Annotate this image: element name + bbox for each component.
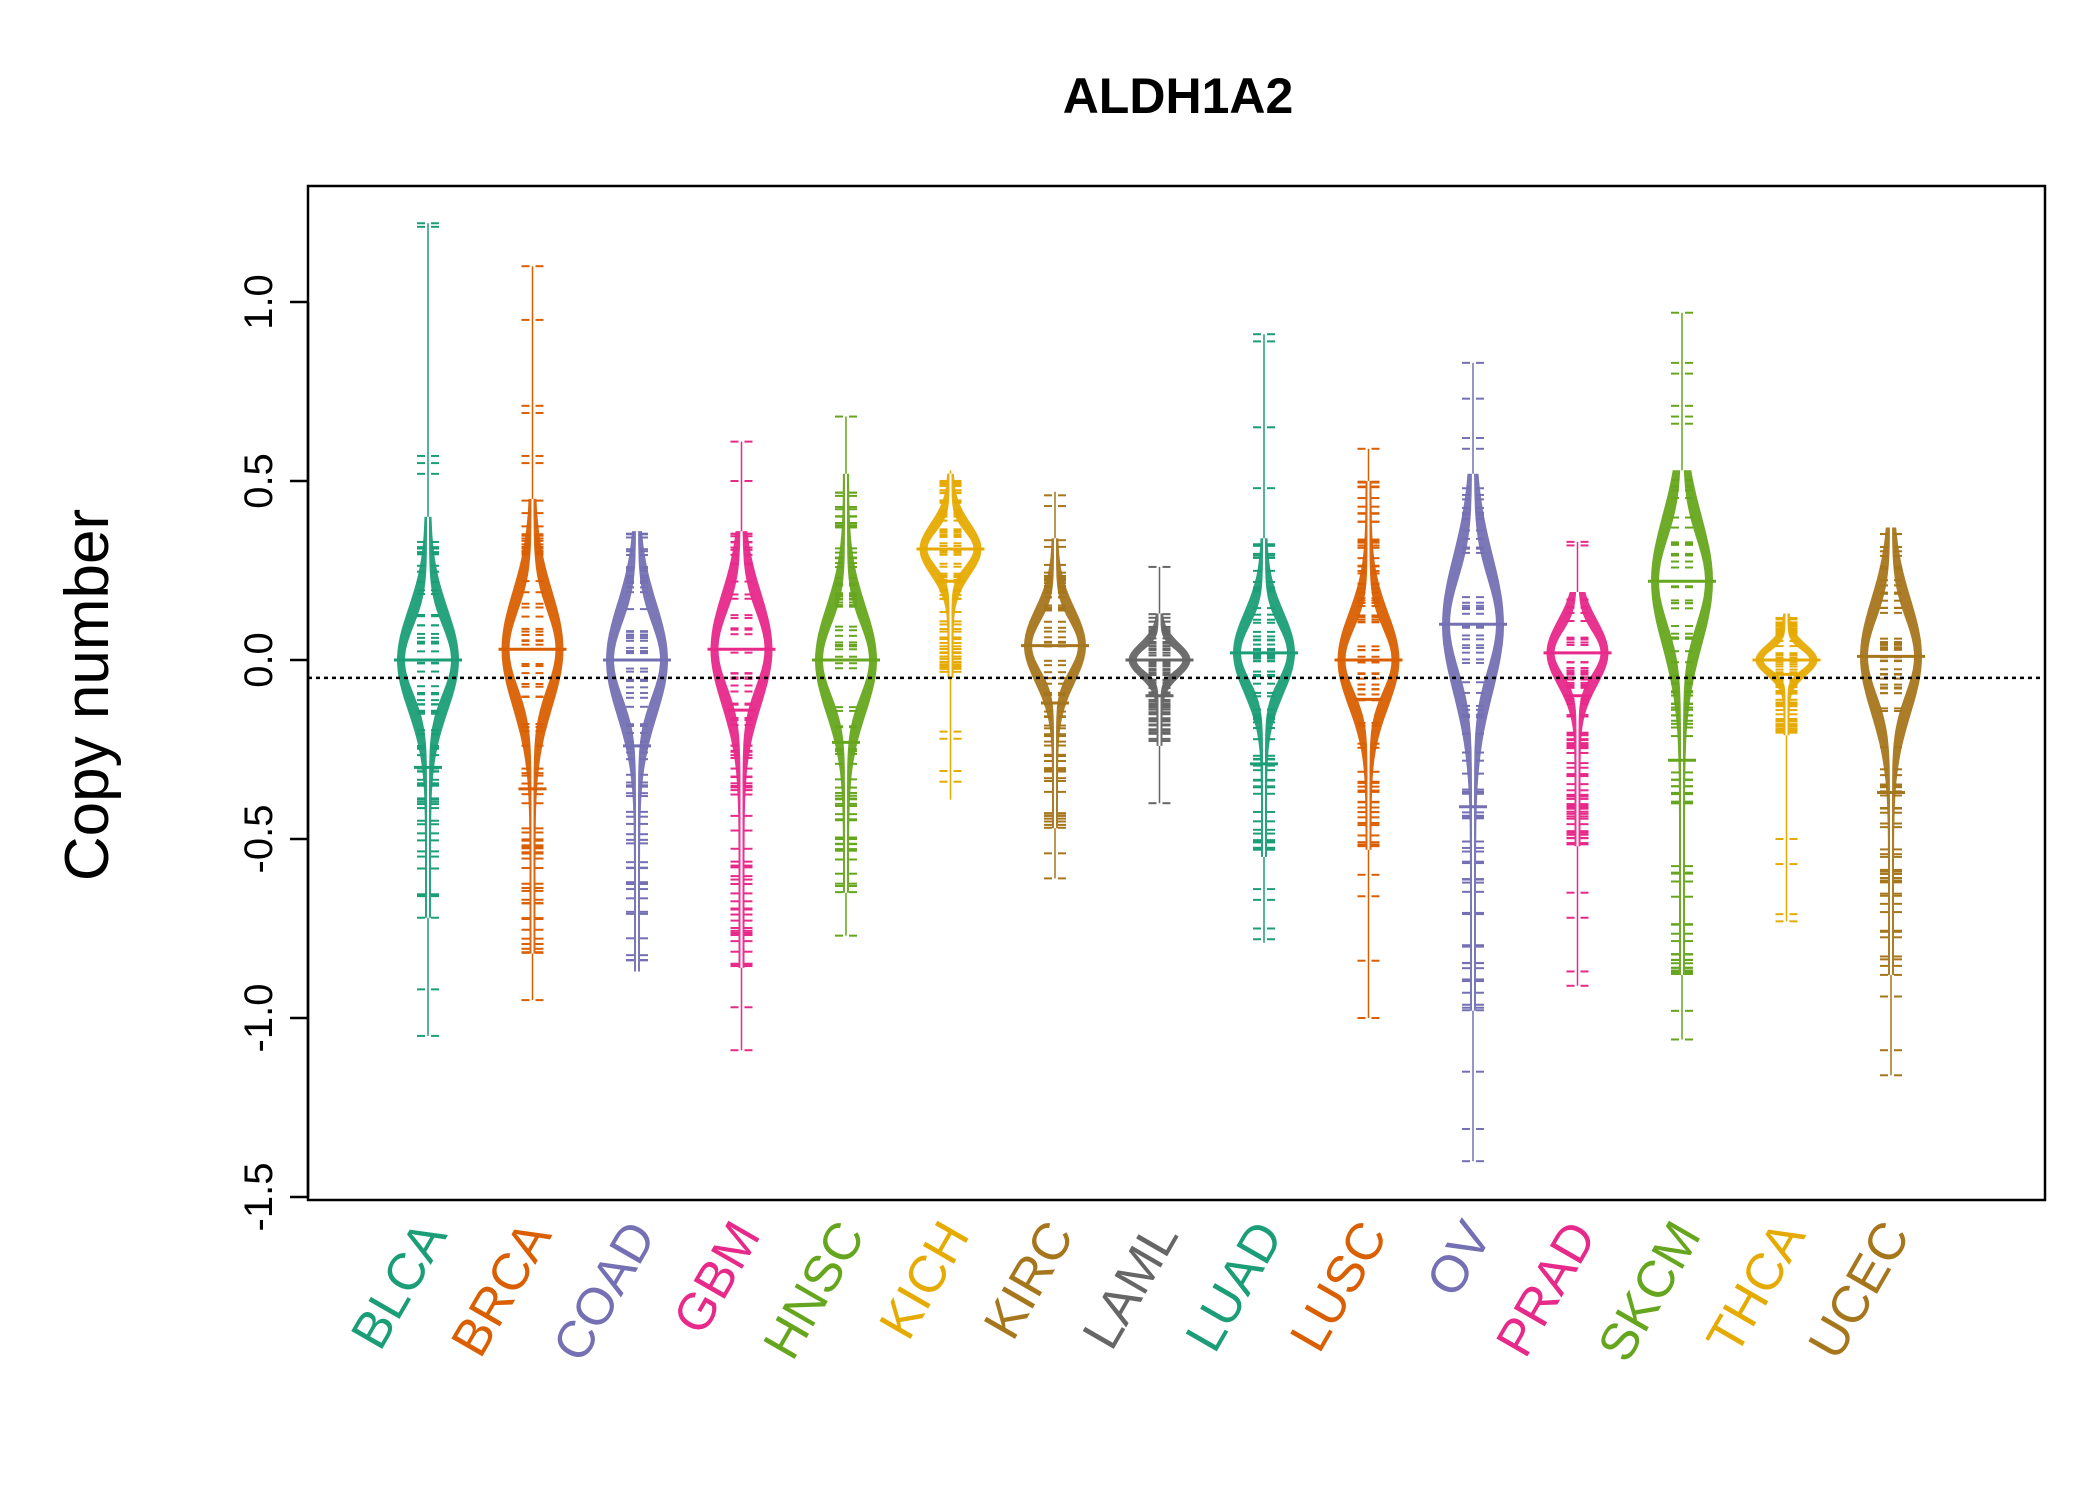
bean-core [1345, 481, 1392, 850]
bean-core [1868, 527, 1914, 975]
y-tick-label: 0.0 [237, 632, 281, 688]
y-tick-label: 0.5 [237, 453, 281, 509]
bean-thca [1752, 613, 1821, 923]
bean-luad [1230, 333, 1298, 943]
bean-core [614, 531, 660, 972]
x-category-label: SKCM [1587, 1212, 1712, 1371]
x-category-label: KICH [869, 1212, 981, 1349]
x-category-label: UCEC [1797, 1212, 1921, 1369]
bean-blca [394, 222, 462, 1037]
x-category-label: GBM [662, 1212, 771, 1344]
bean-ov [1439, 361, 1507, 1163]
chart-title: ALDH1A2 [1063, 68, 1294, 124]
bean-gbm [707, 440, 776, 1052]
bean-kich [916, 470, 985, 800]
y-tick-label: -1.0 [237, 984, 281, 1053]
bean-core [509, 498, 556, 954]
bean-skcm [1648, 311, 1716, 1041]
bean-core [927, 473, 974, 678]
x-category-label: COAD [542, 1212, 667, 1371]
y-tick-label: 1.0 [237, 274, 281, 330]
bean-core [1554, 592, 1601, 847]
bean-kirc [1021, 491, 1089, 880]
x-category-label: LUAD [1175, 1212, 1295, 1361]
bean-core [1136, 613, 1183, 746]
bean-core [405, 516, 451, 918]
x-category-label: LAML [1072, 1212, 1190, 1359]
bean-core [1659, 470, 1705, 975]
beans-layer [394, 222, 1925, 1163]
bean-core [1450, 473, 1496, 1011]
x-category-label: LUSC [1279, 1212, 1399, 1361]
bean-brca [498, 265, 567, 1002]
y-axis-label: Copy number [53, 509, 122, 881]
bean-core [1032, 538, 1078, 829]
x-category-label: KIRC [973, 1212, 1085, 1349]
x-category-label: HNSC [752, 1212, 876, 1369]
bean-laml [1125, 565, 1194, 805]
bean-ucec [1857, 527, 1925, 1077]
bean-prad [1543, 540, 1612, 987]
x-category-label: OV [1416, 1212, 1504, 1306]
bean-core [1241, 538, 1287, 857]
bean-hnsc [812, 415, 880, 937]
bean-lusc [1334, 447, 1403, 1019]
y-tick-label: -0.5 [237, 805, 281, 874]
bean-core [823, 473, 869, 893]
bean-coad [603, 531, 671, 972]
y-axis: -1.5 -1.0 -0.5 0.0 0.5 1.0 [237, 274, 310, 1232]
bean-core [718, 531, 765, 968]
y-tick-label: -1.5 [237, 1163, 281, 1232]
